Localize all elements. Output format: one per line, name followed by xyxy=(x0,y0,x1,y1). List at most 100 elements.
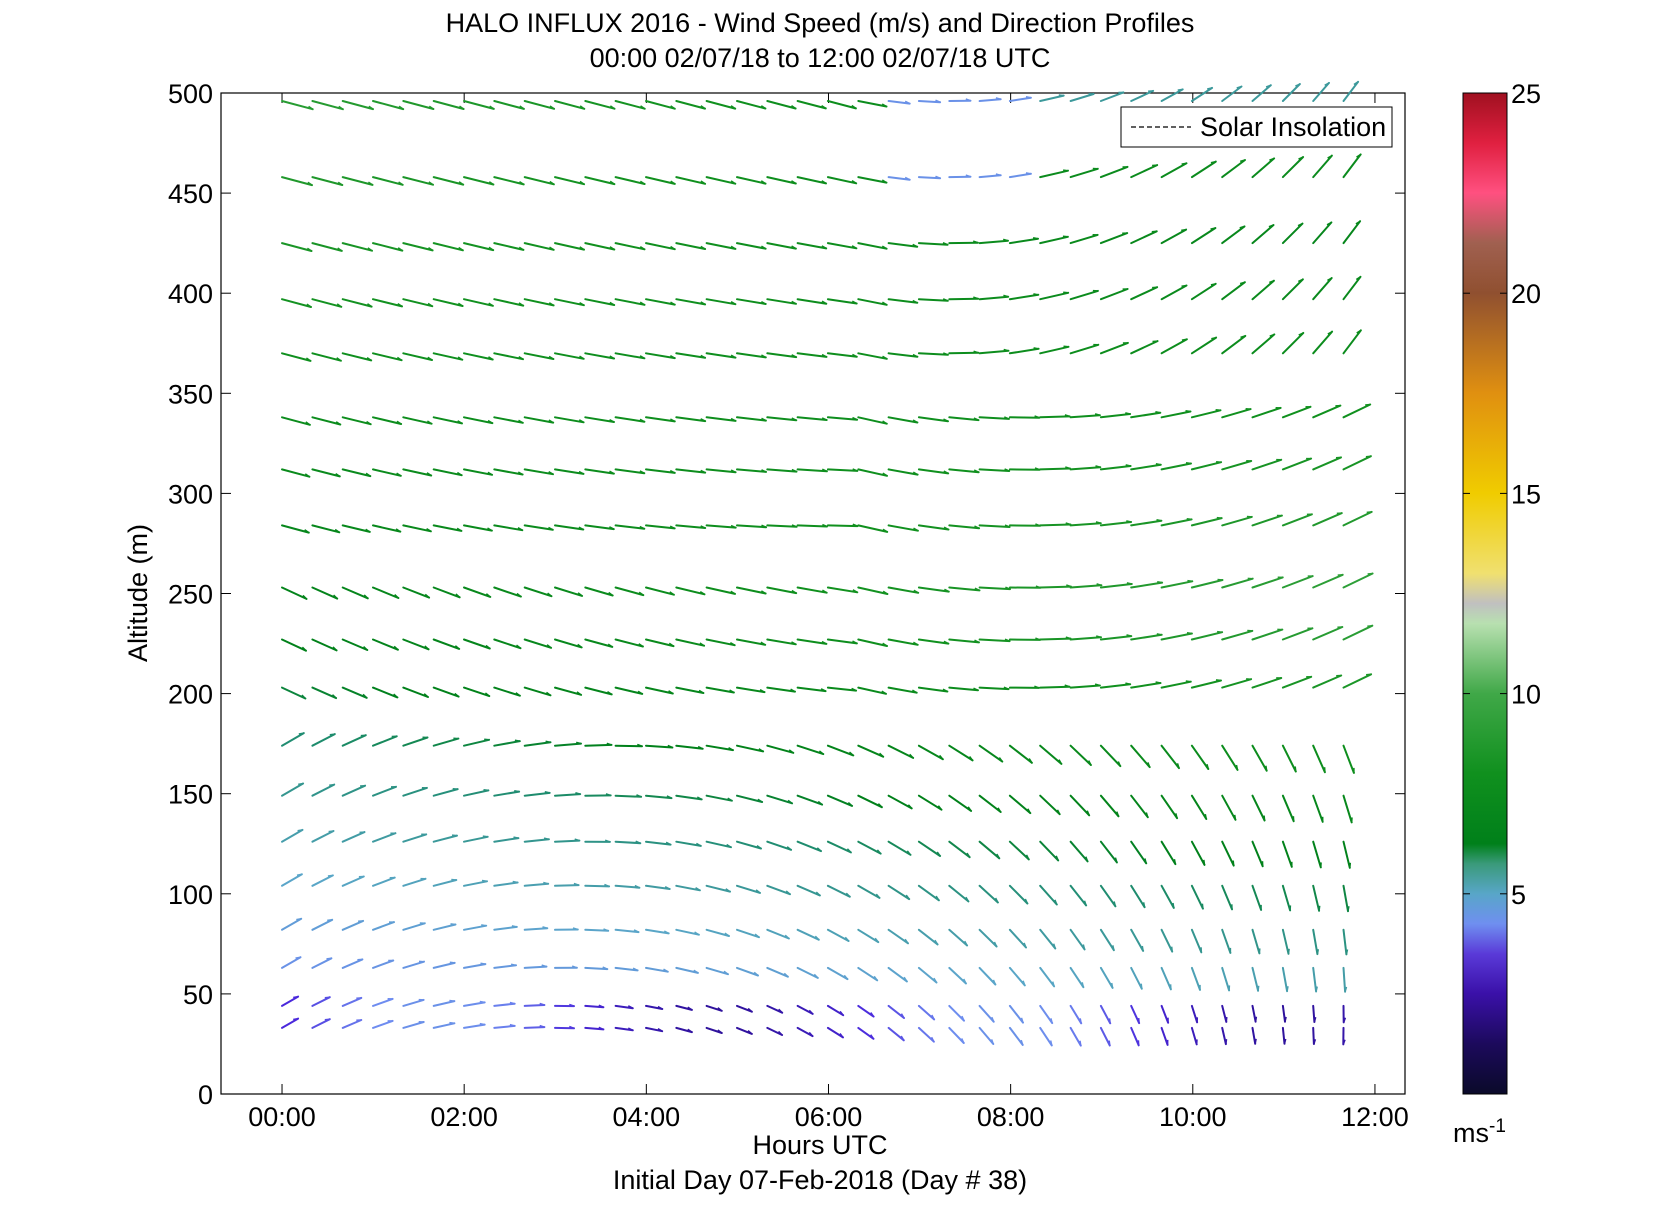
wind-vector-head xyxy=(1026,173,1031,174)
wind-vector-head xyxy=(450,962,455,963)
wind-vector-head xyxy=(1256,1017,1257,1022)
wind-vector-head xyxy=(1348,906,1349,911)
wind-vector-head xyxy=(1187,581,1192,582)
wind-vector xyxy=(1040,687,1069,688)
wind-vector-head xyxy=(1144,902,1145,907)
colorbar-tick-label: 5 xyxy=(1511,880,1526,910)
wind-vector-head xyxy=(1182,339,1187,340)
wind-vector-head xyxy=(327,958,332,959)
wind-vector-head xyxy=(1186,411,1191,412)
wind-vector-head xyxy=(1216,462,1221,463)
colorbar-tick-label: 20 xyxy=(1511,279,1541,309)
wind-vector xyxy=(1313,1028,1314,1044)
wind-vector xyxy=(949,353,978,354)
wind-vector-head xyxy=(515,740,520,741)
y-tick-label: 100 xyxy=(168,880,213,910)
wind-vector-head xyxy=(1216,410,1221,411)
wind-vector-head xyxy=(1174,859,1175,864)
wind-vector-head xyxy=(1289,949,1290,954)
wind-vector-head xyxy=(451,880,456,881)
chart-title-line2: 00:00 02/07/18 to 12:00 02/07/18 UTC xyxy=(590,43,1051,73)
x-axis-label: Hours UTC xyxy=(752,1130,887,1160)
wind-vector-head xyxy=(296,919,301,920)
wind-vector-head xyxy=(1063,236,1068,237)
wind-vector-head xyxy=(299,733,304,734)
wind-vector-head xyxy=(297,874,302,875)
wind-vector-head xyxy=(329,831,334,832)
wind-vector-head xyxy=(513,882,518,883)
colorbar-unit: ms-1 xyxy=(1453,1116,1506,1148)
wind-vector-head xyxy=(296,957,301,958)
wind-vector-head xyxy=(1255,1039,1256,1044)
wind-vector xyxy=(525,1027,545,1028)
wind-vector-head xyxy=(330,734,335,735)
wind-vector-head xyxy=(482,881,487,882)
y-tick-label: 150 xyxy=(168,780,213,810)
colorbar: 5 10 15 20 25 ms-1 xyxy=(1453,79,1541,1148)
y-tick-label: 450 xyxy=(168,179,213,209)
wind-vector-head xyxy=(329,785,334,786)
x-tick-label: 12:00 xyxy=(1341,1102,1409,1132)
wind-vector-head xyxy=(514,837,519,838)
wind-vector-head xyxy=(1366,674,1371,675)
wind-vector-head xyxy=(1110,1018,1111,1023)
wind-vector-head xyxy=(1350,863,1351,868)
wind-vector xyxy=(616,746,642,747)
wind-vector-head xyxy=(1367,512,1372,513)
wind-vector-head xyxy=(298,830,303,831)
wind-vector-head xyxy=(1205,814,1206,819)
x-tick-label: 00:00 xyxy=(248,1102,316,1132)
wind-vector-head xyxy=(1216,680,1221,681)
wind-vector-head xyxy=(1187,519,1192,520)
y-tick-label: 50 xyxy=(183,980,213,1010)
colorbar-tick-label: 25 xyxy=(1511,79,1541,109)
y-tick-label: 350 xyxy=(168,379,213,409)
wind-vector-head xyxy=(1204,860,1205,865)
wind-vector-head xyxy=(481,963,486,964)
x-axis-sublabel: Initial Day 07-Feb-2018 (Day # 38) xyxy=(613,1165,1027,1195)
wind-vector-head xyxy=(449,1023,454,1024)
wind-vector-head xyxy=(1287,986,1288,991)
wind-vector-head xyxy=(1181,230,1186,231)
wind-vector-head xyxy=(1317,949,1318,954)
wind-vector-head xyxy=(483,836,488,837)
wind-vector-head xyxy=(1156,682,1161,683)
wind-vector-head xyxy=(1033,238,1038,239)
x-tick-label: 08:00 xyxy=(977,1102,1045,1132)
wind-vector-head xyxy=(1157,634,1162,635)
wind-vector-head xyxy=(1295,767,1296,772)
colorbar-tick-label: 15 xyxy=(1511,479,1541,509)
wind-vector xyxy=(949,299,978,300)
wind-vector-head xyxy=(1109,1041,1110,1046)
colorbar-tick-label: 10 xyxy=(1511,680,1541,710)
colorbar-ramp xyxy=(1463,93,1507,1094)
wind-vector xyxy=(1040,587,1071,588)
y-tick-label: 200 xyxy=(168,680,213,710)
wind-vector-head xyxy=(1155,412,1160,413)
wind-vector-head xyxy=(451,924,456,925)
wind-vector-head xyxy=(328,875,333,876)
wind-vector-head xyxy=(1033,294,1038,295)
wind-vector-head xyxy=(293,997,298,998)
y-tick-label: 250 xyxy=(168,580,213,610)
wind-vector-head xyxy=(1034,348,1039,349)
wind-vector-head xyxy=(1368,574,1373,575)
wind-vector-head xyxy=(325,997,330,998)
wind-vector-head xyxy=(1226,1039,1227,1044)
wind-vector-head xyxy=(1063,292,1068,293)
wind-vector-head xyxy=(1319,906,1320,911)
y-axis-label: Altitude (m) xyxy=(123,524,153,662)
wind-vector-head xyxy=(1182,286,1187,287)
wind-vector-head xyxy=(1264,816,1265,821)
chart-title-line1: HALO INFLUX 2016 - Wind Speed (m/s) and … xyxy=(446,8,1195,38)
x-tick-label: 10:00 xyxy=(1159,1102,1227,1132)
wind-vector-head xyxy=(293,1019,298,1020)
wind-vector-head xyxy=(1235,815,1236,820)
wind-vector xyxy=(555,885,579,886)
wind-vector-head xyxy=(1237,765,1238,770)
wind-vector-head xyxy=(514,791,519,792)
wind-vector xyxy=(525,967,547,968)
x-tick-label: 06:00 xyxy=(795,1102,863,1132)
colorbar-unit-base: ms xyxy=(1453,1118,1489,1148)
